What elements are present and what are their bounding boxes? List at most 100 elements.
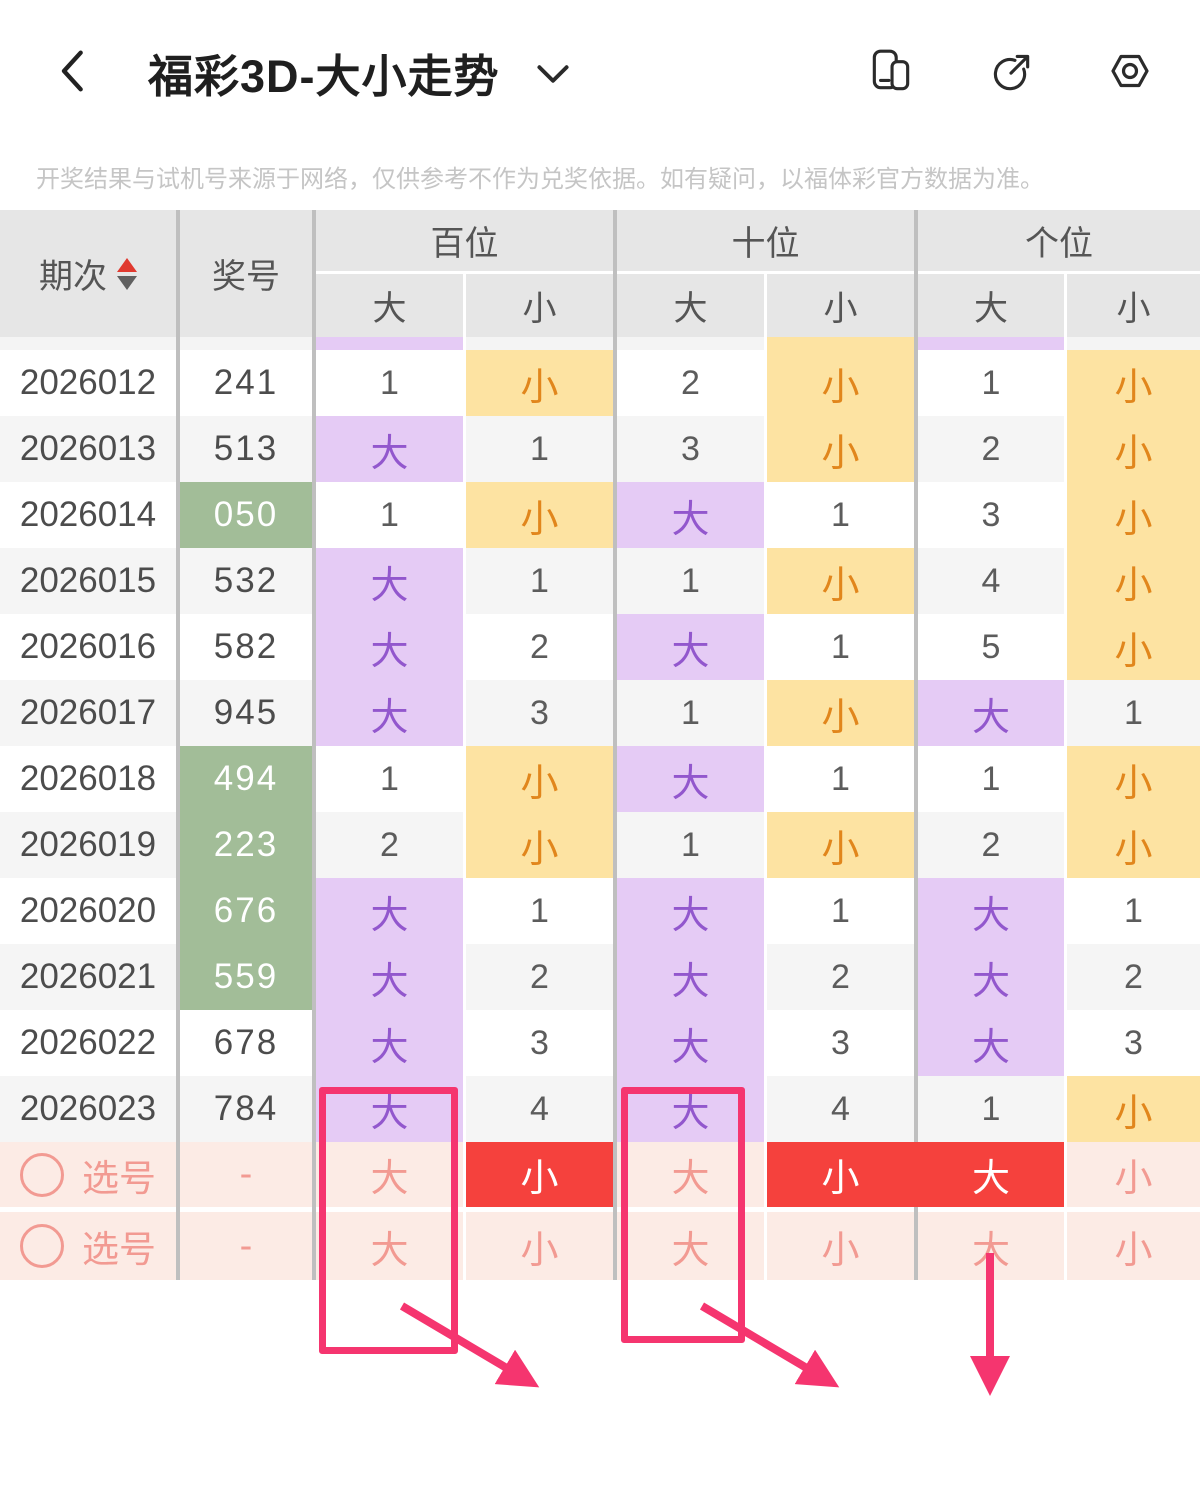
cell-hundreds-small: 1: [530, 891, 549, 930]
row-period: 2026012: [19, 363, 157, 402]
col-separator: [613, 416, 617, 482]
option-tens-small[interactable]: 小: [821, 1229, 860, 1272]
col-separator: [312, 614, 316, 680]
option-hundreds-small[interactable]: 小: [466, 1142, 613, 1207]
row-number-highlighted: 559: [180, 944, 312, 1010]
strip-cell: [767, 337, 914, 350]
col-gap: [764, 1010, 767, 1076]
cell-units-big: 大: [918, 680, 1064, 746]
col-separator: [176, 878, 180, 944]
col-gap: [764, 337, 767, 350]
option-tens-big[interactable]: 大: [671, 1158, 710, 1200]
col-header-period[interactable]: 期次: [0, 210, 176, 337]
row-period: 2026023: [19, 1089, 157, 1128]
cell-tens-small: 1: [831, 759, 850, 798]
option-units-big[interactable]: 大: [918, 1142, 1064, 1207]
cell-tens-small: 2: [831, 957, 850, 996]
table-partial-row: [0, 337, 1200, 350]
back-icon: [54, 47, 94, 98]
cell-hundreds-big: 1: [380, 495, 399, 534]
radio-circle-icon[interactable]: [20, 1152, 64, 1197]
option-hundreds-big[interactable]: 大: [370, 1158, 409, 1200]
col-separator: [613, 1212, 617, 1280]
col-separator: [312, 350, 316, 416]
cell-units-small: 3: [1124, 1023, 1143, 1062]
selection-number: -: [239, 1153, 253, 1195]
cell-hundreds-big: 大: [316, 878, 463, 944]
col-separator: [613, 614, 617, 680]
selection-label-cell[interactable]: 选号: [0, 1212, 176, 1280]
option-units-small[interactable]: 小: [1114, 1229, 1153, 1272]
col-separator: [176, 1076, 180, 1142]
radio-circle-icon[interactable]: [20, 1224, 64, 1268]
cell-units-big: 大: [918, 944, 1064, 1010]
cell-hundreds-small: 2: [530, 627, 549, 666]
cell-hundreds-small: 小: [466, 350, 613, 416]
cell-units-small: 小: [1067, 746, 1200, 812]
col-separator: [176, 1010, 180, 1076]
strip-cell: [918, 337, 1064, 350]
cell-tens-big: 大: [617, 1076, 764, 1142]
option-units-small[interactable]: 小: [1114, 1158, 1153, 1200]
cell-units-small: 小: [1067, 482, 1200, 548]
col-header-number[interactable]: 奖号: [180, 210, 312, 337]
divider-cell: [613, 1207, 617, 1212]
option-hundreds-big[interactable]: 大: [370, 1229, 409, 1272]
col-separator: [613, 1142, 617, 1207]
table-row: 2026022 678 大 3 大 3 大 3: [0, 1010, 1200, 1076]
col-separator: [613, 1010, 617, 1076]
sort-asc-icon: [117, 257, 137, 272]
col-gap: [764, 1212, 767, 1280]
table-row: 2026012 241 1 小 2 小 1 小: [0, 350, 1200, 416]
divider-cell: [764, 1207, 767, 1212]
floating-window-button[interactable]: [866, 46, 916, 99]
appbar-actions: [866, 46, 1154, 99]
option-tens-small[interactable]: 小: [767, 1142, 914, 1207]
option-hundreds-small[interactable]: 小: [520, 1229, 559, 1272]
divider-cell: [316, 1207, 463, 1212]
col-separator: [914, 944, 918, 1010]
selection-number: -: [239, 1224, 253, 1267]
col-separator: [613, 482, 617, 548]
option-tens-big[interactable]: 大: [671, 1229, 710, 1272]
cell-hundreds-big: 大: [316, 1010, 463, 1076]
row-number: 678: [213, 1023, 279, 1062]
arrow-hundreds-to-small: [399, 1302, 540, 1388]
divider-cell: [918, 1207, 1064, 1212]
title-dropdown[interactable]: [536, 55, 570, 90]
cell-units-big: 2: [981, 429, 1001, 468]
col-subgap: [764, 274, 767, 337]
col-group-units: 个位: [918, 210, 1200, 274]
sort-icon[interactable]: [117, 257, 137, 290]
col-gap: [764, 812, 767, 878]
cell-tens-small: 小: [767, 548, 914, 614]
col-separator: [176, 548, 180, 614]
cell-hundreds-big: 大: [316, 680, 463, 746]
settings-button[interactable]: [1106, 47, 1154, 98]
col-separator: [312, 878, 316, 944]
cell-tens-small: 3: [831, 1023, 850, 1062]
row-period: 2026017: [19, 693, 157, 732]
cell-hundreds-big: 大: [316, 614, 463, 680]
divider-cell: [466, 1207, 613, 1212]
col-gap: [1064, 746, 1067, 812]
row-period: 2026014: [19, 495, 157, 534]
strip-cell: [617, 337, 764, 350]
selection-label-cell[interactable]: 选号: [0, 1142, 176, 1207]
table-row: 2026013 513 大 1 3 小 2 小: [0, 416, 1200, 482]
col-gap: [764, 878, 767, 944]
strip-number: [180, 337, 312, 350]
back-button[interactable]: [54, 47, 94, 98]
cell-units-big: 1: [981, 363, 1001, 402]
cell-tens-big: 大: [617, 1010, 764, 1076]
option-units-big[interactable]: 大: [971, 1229, 1010, 1272]
cell-units-big: 1: [981, 1089, 1001, 1128]
col-gap: [1064, 416, 1067, 482]
col-separator: [312, 812, 316, 878]
col-gap: [463, 680, 466, 746]
share-icon: [986, 46, 1036, 99]
share-button[interactable]: [986, 46, 1036, 99]
cell-units-small: 小: [1067, 350, 1200, 416]
col-gap: [463, 944, 466, 1010]
col-separator: [176, 680, 180, 746]
